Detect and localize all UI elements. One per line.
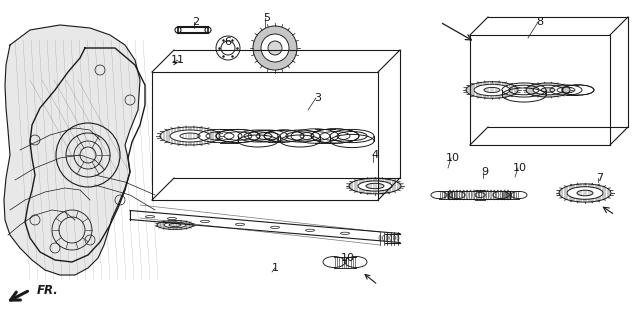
Text: 10: 10 [513, 163, 527, 173]
Text: 11: 11 [171, 55, 185, 65]
Text: 6: 6 [224, 37, 231, 47]
Polygon shape [4, 25, 140, 275]
Text: 9: 9 [481, 167, 489, 177]
Text: 7: 7 [597, 173, 604, 183]
Text: 3: 3 [314, 93, 321, 103]
Text: 10: 10 [446, 153, 460, 163]
Text: 10: 10 [341, 253, 355, 263]
Text: 8: 8 [536, 17, 543, 27]
Text: 5: 5 [264, 13, 271, 23]
Text: 1: 1 [271, 263, 278, 273]
Text: FR.: FR. [37, 284, 59, 298]
Text: 4: 4 [372, 150, 378, 160]
Text: 2: 2 [193, 17, 200, 27]
